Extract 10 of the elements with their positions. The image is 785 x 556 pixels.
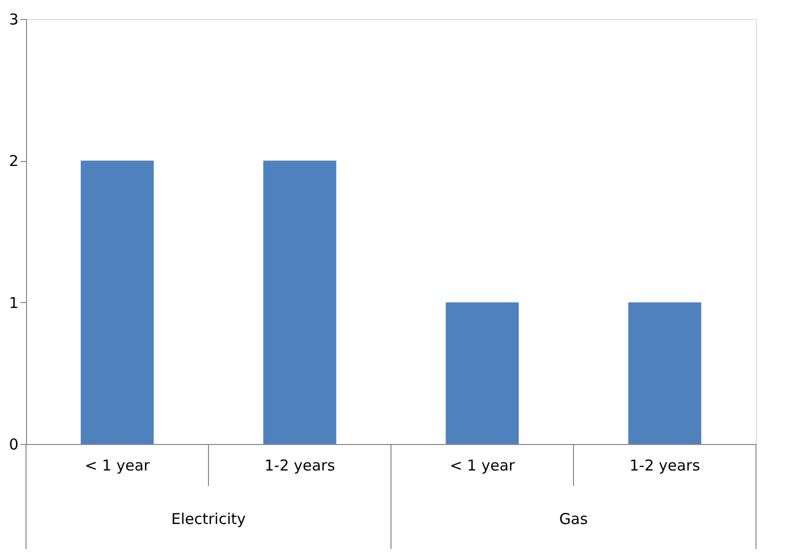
text: Electricity	[171, 510, 246, 528]
x-tick-label: 1-2 years	[264, 456, 336, 474]
y-tick-label: 2	[8, 152, 18, 170]
y-tick-label: 1	[8, 294, 18, 312]
x-tick-label: < 1 year	[84, 456, 151, 474]
y-tick-label: 0	[8, 436, 18, 454]
y-tick-label: 3	[8, 10, 18, 28]
x-tick-label: 1-2 years	[629, 456, 700, 474]
text: Gas	[559, 510, 588, 528]
x-tick-label: < 1 year	[450, 456, 516, 474]
